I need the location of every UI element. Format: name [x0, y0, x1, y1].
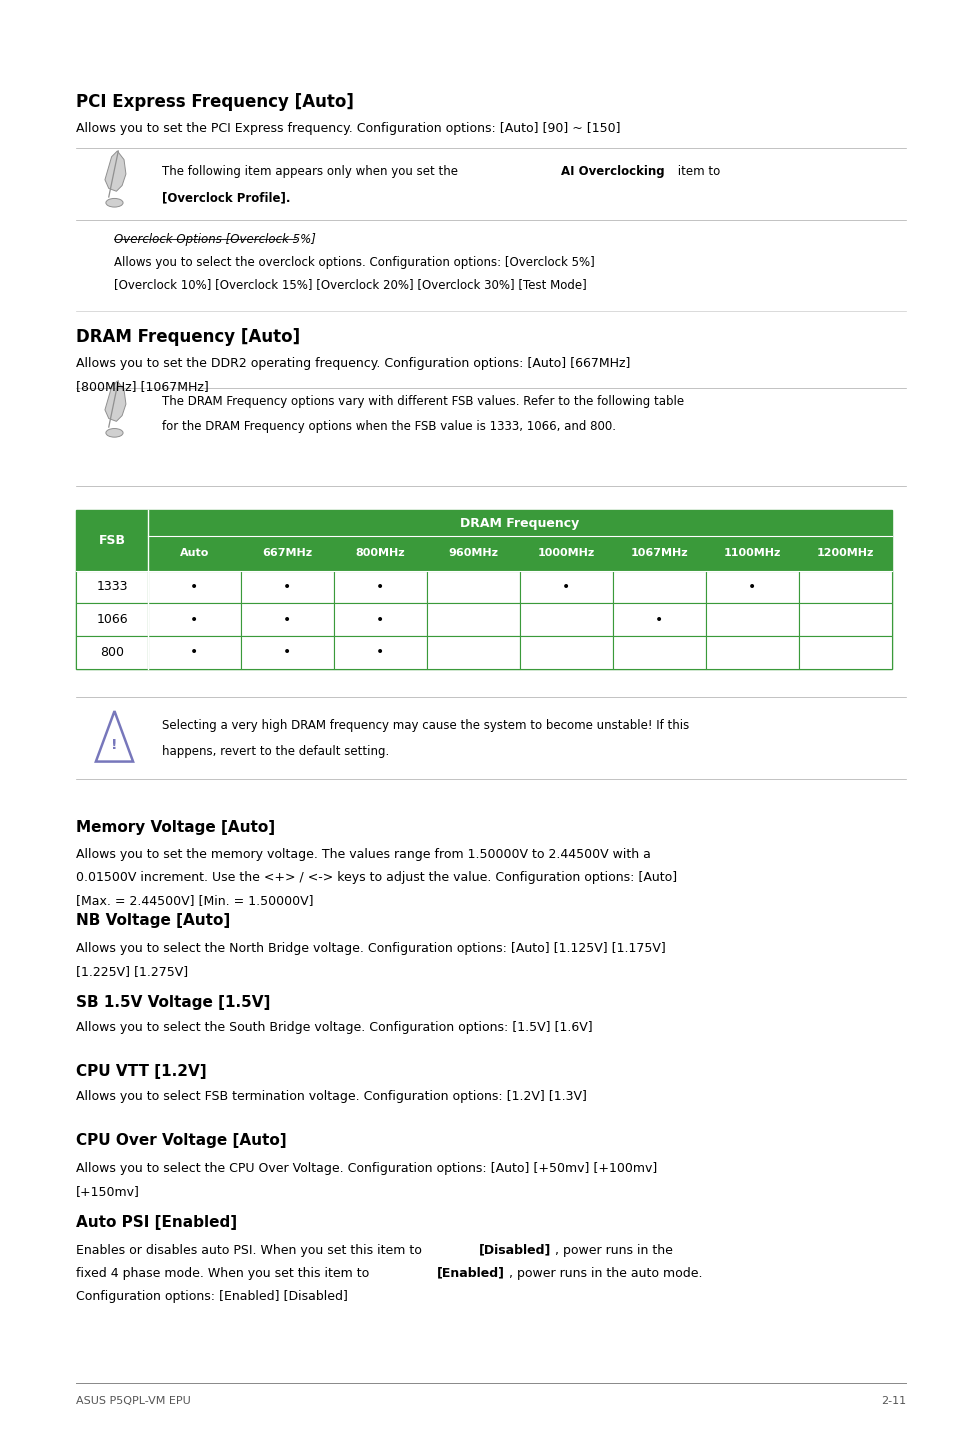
Text: DRAM Frequency: DRAM Frequency — [459, 516, 578, 529]
Text: 1333: 1333 — [96, 581, 128, 594]
FancyBboxPatch shape — [240, 571, 334, 604]
FancyBboxPatch shape — [148, 636, 240, 669]
FancyBboxPatch shape — [427, 604, 519, 636]
Text: Allows you to select the South Bridge voltage. Configuration options: [1.5V] [1.: Allows you to select the South Bridge vo… — [76, 1021, 593, 1034]
FancyBboxPatch shape — [705, 636, 798, 669]
Text: FSB: FSB — [98, 533, 126, 546]
Text: Allows you to set the DDR2 operating frequency. Configuration options: [Auto] [6: Allows you to set the DDR2 operating fre… — [76, 357, 630, 370]
FancyBboxPatch shape — [613, 604, 705, 636]
Text: Allows you to select the CPU Over Voltage. Configuration options: [Auto] [+50mv]: Allows you to select the CPU Over Voltag… — [76, 1162, 657, 1175]
Text: [+150mv]: [+150mv] — [76, 1185, 140, 1198]
Text: SB 1.5V Voltage [1.5V]: SB 1.5V Voltage [1.5V] — [76, 995, 271, 1009]
FancyBboxPatch shape — [334, 636, 427, 669]
Text: •: • — [283, 613, 292, 627]
Text: 800: 800 — [100, 646, 124, 659]
FancyBboxPatch shape — [240, 604, 334, 636]
FancyBboxPatch shape — [76, 604, 148, 636]
Text: [1.225V] [1.275V]: [1.225V] [1.275V] — [76, 965, 189, 978]
Text: Allows you to set the memory voltage. The values range from 1.50000V to 2.44500V: Allows you to set the memory voltage. Th… — [76, 848, 651, 861]
Text: 667MHz: 667MHz — [262, 548, 313, 558]
Text: •: • — [375, 580, 384, 594]
Text: •: • — [747, 580, 756, 594]
FancyBboxPatch shape — [76, 636, 148, 669]
Text: The DRAM Frequency options vary with different FSB values. Refer to the followin: The DRAM Frequency options vary with dif… — [162, 395, 683, 408]
FancyBboxPatch shape — [798, 604, 891, 636]
FancyBboxPatch shape — [705, 571, 798, 604]
Text: !: ! — [112, 738, 117, 752]
Text: [Enabled]: [Enabled] — [436, 1267, 504, 1280]
Polygon shape — [105, 381, 126, 421]
FancyBboxPatch shape — [798, 571, 891, 604]
Text: Configuration options: [Enabled] [Disabled]: Configuration options: [Enabled] [Disabl… — [76, 1290, 348, 1303]
Text: [Overclock Profile].: [Overclock Profile]. — [162, 191, 291, 204]
Polygon shape — [105, 151, 126, 191]
Text: 800MHz: 800MHz — [355, 548, 405, 558]
Text: ASUS P5QPL-VM EPU: ASUS P5QPL-VM EPU — [76, 1396, 191, 1406]
Text: DRAM Frequency [Auto]: DRAM Frequency [Auto] — [76, 328, 300, 347]
Text: [Max. = 2.44500V] [Min. = 1.50000V]: [Max. = 2.44500V] [Min. = 1.50000V] — [76, 894, 314, 907]
Text: PCI Express Frequency [Auto]: PCI Express Frequency [Auto] — [76, 93, 354, 112]
Text: Auto PSI [Enabled]: Auto PSI [Enabled] — [76, 1215, 237, 1229]
FancyBboxPatch shape — [240, 636, 334, 669]
FancyBboxPatch shape — [148, 604, 240, 636]
FancyBboxPatch shape — [613, 571, 705, 604]
Text: Allows you to select FSB termination voltage. Configuration options: [1.2V] [1.3: Allows you to select FSB termination vol… — [76, 1090, 587, 1103]
Text: , power runs in the: , power runs in the — [555, 1244, 673, 1257]
Text: , power runs in the auto mode.: , power runs in the auto mode. — [509, 1267, 702, 1280]
Text: •: • — [190, 613, 198, 627]
Text: fixed 4 phase mode. When you set this item to: fixed 4 phase mode. When you set this it… — [76, 1267, 374, 1280]
Text: 1067MHz: 1067MHz — [630, 548, 687, 558]
Ellipse shape — [106, 198, 123, 207]
Text: for the DRAM Frequency options when the FSB value is 1333, 1066, and 800.: for the DRAM Frequency options when the … — [162, 420, 616, 433]
FancyBboxPatch shape — [334, 604, 427, 636]
Text: •: • — [561, 580, 570, 594]
Text: 0.01500V increment. Use the <+> / <-> keys to adjust the value. Configuration op: 0.01500V increment. Use the <+> / <-> ke… — [76, 871, 677, 884]
Text: 2-11: 2-11 — [881, 1396, 905, 1406]
FancyBboxPatch shape — [798, 636, 891, 669]
FancyBboxPatch shape — [519, 604, 613, 636]
Text: CPU Over Voltage [Auto]: CPU Over Voltage [Auto] — [76, 1133, 287, 1148]
Text: 1100MHz: 1100MHz — [723, 548, 781, 558]
Text: happens, revert to the default setting.: happens, revert to the default setting. — [162, 745, 389, 758]
Text: NB Voltage [Auto]: NB Voltage [Auto] — [76, 913, 231, 928]
FancyBboxPatch shape — [705, 604, 798, 636]
Polygon shape — [95, 712, 132, 762]
Text: item to: item to — [673, 165, 719, 178]
Text: 1000MHz: 1000MHz — [537, 548, 595, 558]
Text: •: • — [655, 613, 663, 627]
Text: Allows you to select the overclock options. Configuration options: [Overclock 5%: Allows you to select the overclock optio… — [114, 256, 595, 269]
Text: •: • — [190, 646, 198, 660]
Text: Selecting a very high DRAM frequency may cause the system to become unstable! If: Selecting a very high DRAM frequency may… — [162, 719, 689, 732]
Text: AI Overclocking: AI Overclocking — [560, 165, 664, 178]
Text: CPU VTT [1.2V]: CPU VTT [1.2V] — [76, 1064, 207, 1078]
FancyBboxPatch shape — [519, 636, 613, 669]
FancyBboxPatch shape — [148, 571, 240, 604]
Text: 1200MHz: 1200MHz — [816, 548, 873, 558]
Text: [800MHz] [1067MHz]: [800MHz] [1067MHz] — [76, 380, 209, 393]
Text: 960MHz: 960MHz — [448, 548, 497, 558]
Text: 1066: 1066 — [96, 613, 128, 626]
Text: Enables or disables auto PSI. When you set this item to: Enables or disables auto PSI. When you s… — [76, 1244, 426, 1257]
FancyBboxPatch shape — [613, 636, 705, 669]
FancyBboxPatch shape — [76, 510, 891, 669]
Text: Memory Voltage [Auto]: Memory Voltage [Auto] — [76, 820, 275, 834]
Text: Auto: Auto — [179, 548, 209, 558]
Ellipse shape — [106, 429, 123, 437]
Text: Overclock Options [Overclock 5%]: Overclock Options [Overclock 5%] — [114, 233, 316, 246]
Text: •: • — [375, 613, 384, 627]
FancyBboxPatch shape — [76, 571, 148, 604]
Text: •: • — [283, 580, 292, 594]
FancyBboxPatch shape — [519, 571, 613, 604]
Text: •: • — [190, 580, 198, 594]
FancyBboxPatch shape — [334, 571, 427, 604]
Text: [Disabled]: [Disabled] — [478, 1244, 551, 1257]
FancyBboxPatch shape — [427, 571, 519, 604]
Text: •: • — [375, 646, 384, 660]
FancyBboxPatch shape — [427, 636, 519, 669]
Text: [Overclock 10%] [Overclock 15%] [Overclock 20%] [Overclock 30%] [Test Mode]: [Overclock 10%] [Overclock 15%] [Overclo… — [114, 278, 587, 290]
Text: Allows you to set the PCI Express frequency. Configuration options: [Auto] [90] : Allows you to set the PCI Express freque… — [76, 122, 620, 135]
Text: The following item appears only when you set the: The following item appears only when you… — [162, 165, 461, 178]
Text: •: • — [283, 646, 292, 660]
Text: Allows you to select the North Bridge voltage. Configuration options: [Auto] [1.: Allows you to select the North Bridge vo… — [76, 942, 665, 955]
